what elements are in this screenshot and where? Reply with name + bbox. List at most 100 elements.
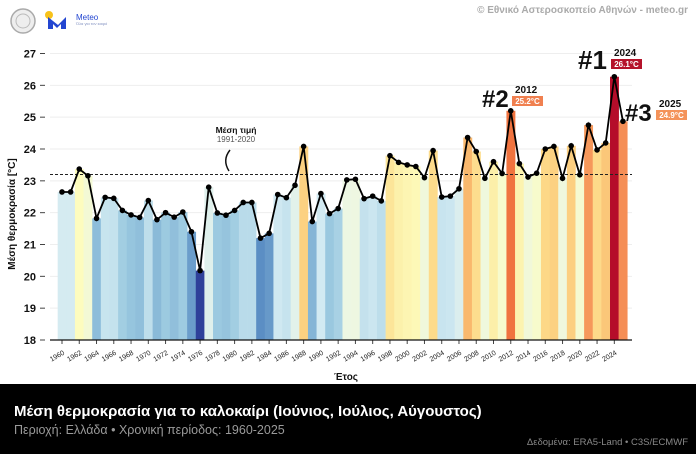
data-point [119,207,126,214]
y-ticks: 18 19 20 21 22 23 24 25 26 27 [24,49,45,347]
annotation-value: 24.9°C [659,111,684,120]
data-point [136,214,143,221]
data-point [611,73,618,80]
y-tick-label: 22 [24,208,36,220]
temperature-chart: 18 19 20 21 22 23 24 25 26 27 1960 1962 1964 1966 196… [7,8,687,383]
data-point [395,159,402,166]
data-point [542,146,549,152]
x-tick-label: 1972 [153,350,170,364]
y-tick-label: 25 [24,112,36,124]
x-tick-label: 1998 [377,350,394,364]
x-tick-label: 2020 [567,350,584,364]
data-point [240,199,247,206]
data-point [352,176,359,183]
bar [74,169,84,340]
bar [420,177,430,340]
x-tick-label: 1968 [118,350,135,364]
bar [221,215,231,340]
data-point [93,215,100,222]
meteo-logo-m [48,17,66,29]
x-tick-label: 2012 [498,350,515,364]
bar [454,188,464,340]
x-tick-label: 1970 [135,350,152,364]
y-tick-label: 20 [24,271,36,283]
data-point [430,147,436,154]
x-ticks: 1960 1962 1964 1966 1968 1970 1972 1974 1976 1978… [49,340,618,364]
bar [109,198,119,340]
bar [126,214,136,340]
data-point [464,134,471,141]
x-tick-label: 1996 [360,350,377,364]
y-axis-label: Μέση θερμοκρασία [°C] [7,158,18,269]
bar [273,194,283,340]
annotation-year: 2012 [515,85,538,96]
data-point [568,143,574,149]
bar [118,210,128,340]
data-point [343,177,350,183]
x-axis-label: Έτος [334,372,358,383]
x-tick-label: 2000 [394,350,411,364]
data-point [326,210,333,217]
data-point [507,108,514,114]
bar [213,212,222,340]
y-tick-label: 27 [24,49,36,61]
data-point [413,163,419,170]
x-tick-label: 2002 [411,350,428,364]
data-point [525,174,531,180]
bar [540,149,550,340]
bar [264,233,274,340]
chart-subtitle: Περιοχή: Ελλάδα • Χρονική περίοδος: 1960… [14,423,285,437]
x-tick-label: 2022 [584,350,601,364]
data-point [257,235,264,241]
bar [558,178,568,340]
data-point [283,194,290,201]
bar [135,217,145,340]
copyright-credit: © Εθνικό Αστεροσκοπείο Αθηνών - meteo.gr [477,5,688,16]
bar [282,197,291,340]
x-tick-label: 1962 [66,350,83,364]
data-point [551,143,557,150]
bar [480,178,490,340]
bar [66,191,76,340]
data-point [577,171,583,178]
annotation-year: 2025 [659,99,682,110]
x-tick-label: 1984 [256,350,273,364]
bar [437,197,447,340]
y-tick-label: 24 [24,144,37,156]
data-point [594,147,600,153]
x-tick-label: 2006 [446,350,463,364]
data-point [473,148,480,155]
data-point [361,195,367,202]
data-point [145,197,152,204]
data-point [318,190,324,197]
data-point [197,267,203,274]
x-tick-label: 1988 [291,350,308,364]
bar [592,149,602,340]
data-point [620,118,626,125]
bar [92,218,102,340]
bar [351,179,361,340]
bar [307,221,317,340]
bar [446,196,455,340]
y-tick-label: 21 [24,240,36,252]
y-tick-label: 19 [24,303,36,315]
series-points [59,73,626,274]
bar [325,213,335,340]
bar [195,270,205,340]
bar [376,200,386,340]
bar [532,173,542,340]
seal-inner [15,13,31,29]
data-point [404,162,411,168]
bar [290,185,300,340]
bar [497,173,507,340]
bar [359,198,369,340]
data-point [249,199,255,206]
data-point [180,209,186,215]
footer-panel: Μέση θερμοκρασία για το καλοκαίρι (Ιούνι… [0,384,696,454]
data-point [214,210,221,216]
bar [471,151,481,340]
bar [523,177,533,340]
data-point [490,158,497,165]
